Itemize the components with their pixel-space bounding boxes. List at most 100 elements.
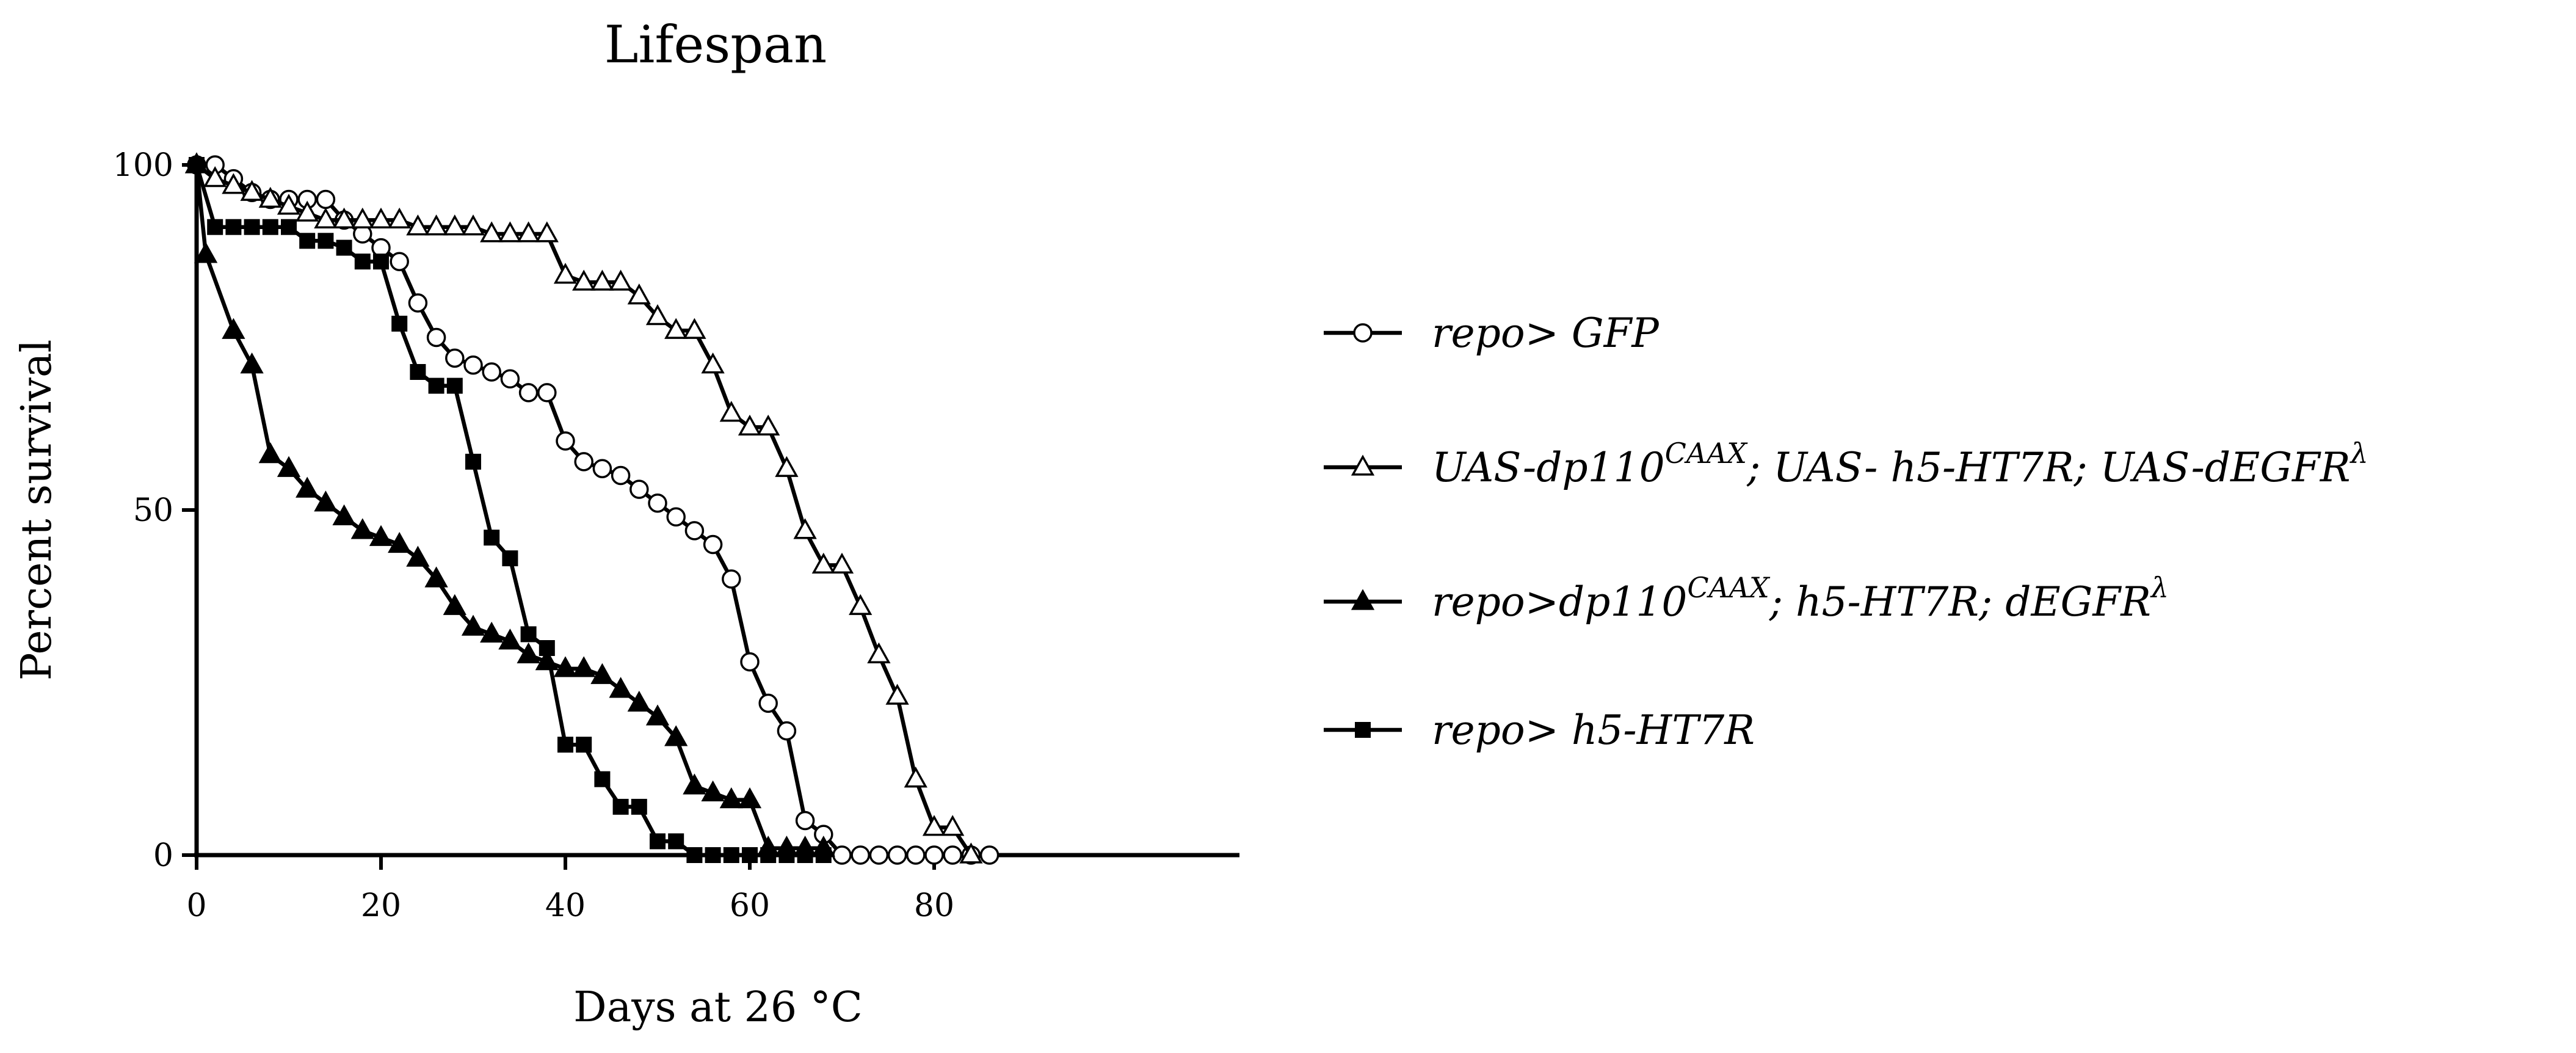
legend-label-part: λ: [2150, 571, 2169, 604]
data-point: [354, 253, 371, 270]
data-point: [645, 304, 670, 326]
data-point: [262, 219, 278, 235]
data-point: [723, 847, 739, 863]
data-point: [609, 677, 633, 698]
data-point: [612, 798, 629, 815]
legend-label-part: CAAX: [1665, 437, 1749, 470]
data-point: [683, 773, 706, 795]
data-point: [498, 221, 522, 242]
data-point: [406, 214, 430, 236]
data-point: [461, 214, 485, 236]
data-point: [941, 815, 965, 836]
data-point: [258, 186, 282, 208]
x-tick-label: 40: [545, 887, 586, 924]
legend-item: repo> GFP: [1324, 310, 1660, 357]
data-point: [553, 656, 578, 677]
data-point: [388, 531, 412, 553]
data-point: [592, 459, 612, 478]
data-point: [719, 787, 743, 809]
data-point: [443, 214, 466, 236]
legend-label-part: CAAX: [1687, 571, 1771, 604]
data-point: [904, 767, 927, 788]
data-point: [424, 214, 448, 236]
chart-title: Lifespan: [604, 15, 827, 75]
data-point: [611, 465, 631, 486]
data-point: [867, 642, 891, 663]
x-tick-label: 60: [730, 887, 770, 924]
data-point: [979, 845, 1000, 865]
data-point: [629, 479, 649, 499]
data-point: [332, 207, 356, 229]
data-point: [222, 318, 245, 339]
series-layer: [184, 152, 1000, 865]
legend-marker: [1355, 722, 1371, 738]
legend-marker: [1353, 323, 1373, 343]
data-point: [350, 207, 374, 229]
data-point: [742, 847, 758, 863]
data-point: [317, 233, 334, 249]
data-point: [722, 569, 741, 589]
data-point: [461, 614, 485, 636]
data-point: [518, 383, 539, 403]
legend-label: repo>dp110CAAX; h5-HT7R; dEGFRλ: [1432, 571, 2169, 625]
data-point: [426, 327, 446, 348]
series-2: [184, 152, 983, 864]
data-point: [815, 847, 832, 863]
data-point: [296, 200, 319, 222]
data-point: [631, 798, 647, 815]
data-point: [207, 219, 223, 235]
series-line: [194, 164, 824, 850]
legend-label-part: > h5-HT7R: [1525, 707, 1755, 754]
x-tick-label: 0: [186, 887, 206, 924]
legend-label-part: repo: [1432, 310, 1525, 357]
data-point: [830, 552, 854, 574]
data-point: [686, 847, 703, 863]
data-point: [778, 847, 795, 863]
data-point: [701, 780, 725, 801]
data-point: [777, 721, 797, 741]
data-point: [590, 663, 614, 684]
data-point: [482, 362, 501, 382]
data-point: [851, 845, 870, 865]
data-point: [572, 269, 596, 291]
legend-marker: [1351, 589, 1375, 610]
data-point: [811, 552, 835, 574]
data-point: [797, 847, 813, 863]
data-point: [189, 157, 205, 173]
data-point: [924, 845, 944, 865]
data-point: [369, 525, 393, 546]
legend-label-part: repo: [1432, 707, 1525, 754]
data-point: [314, 207, 338, 229]
data-point: [498, 629, 522, 650]
legend-label-part: UAS-dp110: [1432, 444, 1665, 491]
data-point: [281, 219, 297, 235]
data-point: [203, 166, 227, 188]
data-point: [428, 377, 444, 394]
data-point: [703, 534, 723, 555]
data-point: [520, 626, 537, 643]
legend-label-part: ; h5-HT7R; dEGFR: [1769, 578, 2151, 625]
y-tick-label: 50: [133, 492, 173, 529]
data-point: [645, 704, 670, 726]
data-point: [369, 207, 393, 229]
data-point: [388, 207, 412, 229]
series-1: [187, 155, 1000, 865]
data-point: [885, 683, 909, 705]
data-point: [740, 652, 760, 672]
data-point: [314, 490, 338, 512]
data-point: [553, 263, 578, 284]
data-point: [627, 283, 651, 305]
axes: [194, 164, 1239, 858]
data-point: [373, 253, 389, 270]
data-point: [557, 737, 573, 753]
x-tick-label: 80: [914, 887, 954, 924]
series-3: [184, 152, 835, 857]
data-point: [758, 693, 778, 713]
series-4: [189, 157, 832, 863]
data-point: [391, 315, 408, 332]
y-axis-label: Percent survival: [13, 340, 61, 681]
legend-item: repo>dp110CAAX; h5-HT7R; dEGFRλ: [1324, 571, 2169, 625]
data-point: [832, 845, 852, 865]
data-point: [446, 377, 463, 394]
